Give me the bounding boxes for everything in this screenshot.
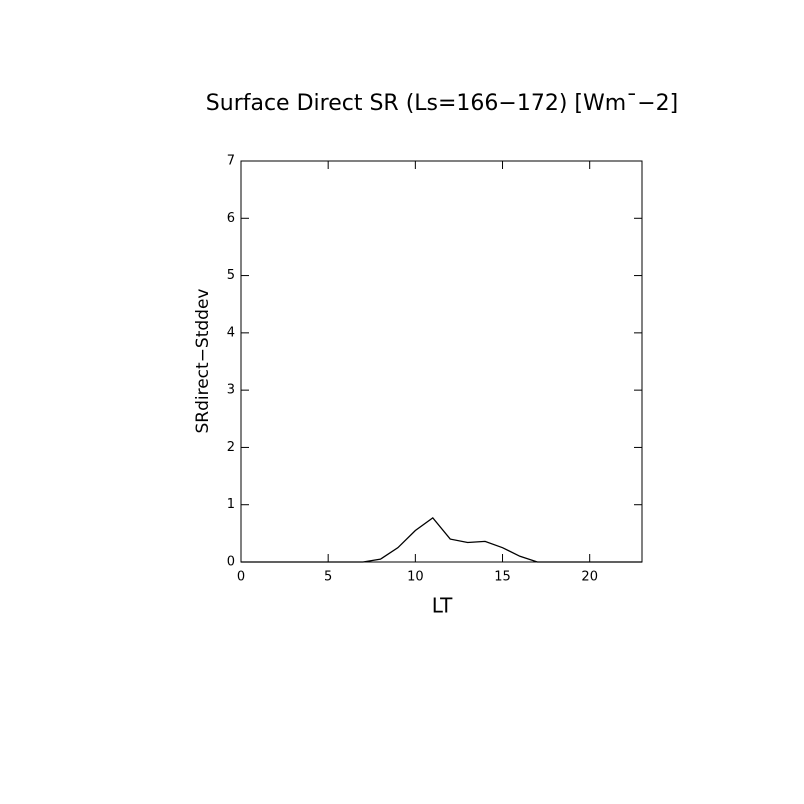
y-tick-label: 0 bbox=[227, 555, 235, 570]
y-tick-label: 3 bbox=[227, 383, 235, 398]
plot-frame bbox=[240, 160, 643, 563]
y-axis-label: SRdirect−Stddev bbox=[193, 288, 213, 433]
x-axis-label: LT bbox=[432, 594, 453, 618]
x-tick-label: 20 bbox=[581, 570, 598, 585]
x-tick-label: 5 bbox=[324, 570, 332, 585]
y-tick-label: 6 bbox=[227, 211, 235, 226]
y-tick-label: 2 bbox=[227, 440, 235, 455]
y-tick-label: 5 bbox=[227, 268, 235, 283]
y-tick-label: 4 bbox=[227, 325, 235, 340]
x-tick-label: 15 bbox=[494, 570, 511, 585]
x-tick-label: 10 bbox=[407, 570, 424, 585]
x-tick-label: 0 bbox=[237, 570, 245, 585]
chart-title: Surface Direct SR (Ls=166−172) [Wm¯−2] bbox=[206, 91, 678, 116]
y-tick-label: 7 bbox=[227, 154, 235, 169]
y-tick-label: 1 bbox=[227, 497, 235, 512]
data-line bbox=[241, 517, 642, 563]
